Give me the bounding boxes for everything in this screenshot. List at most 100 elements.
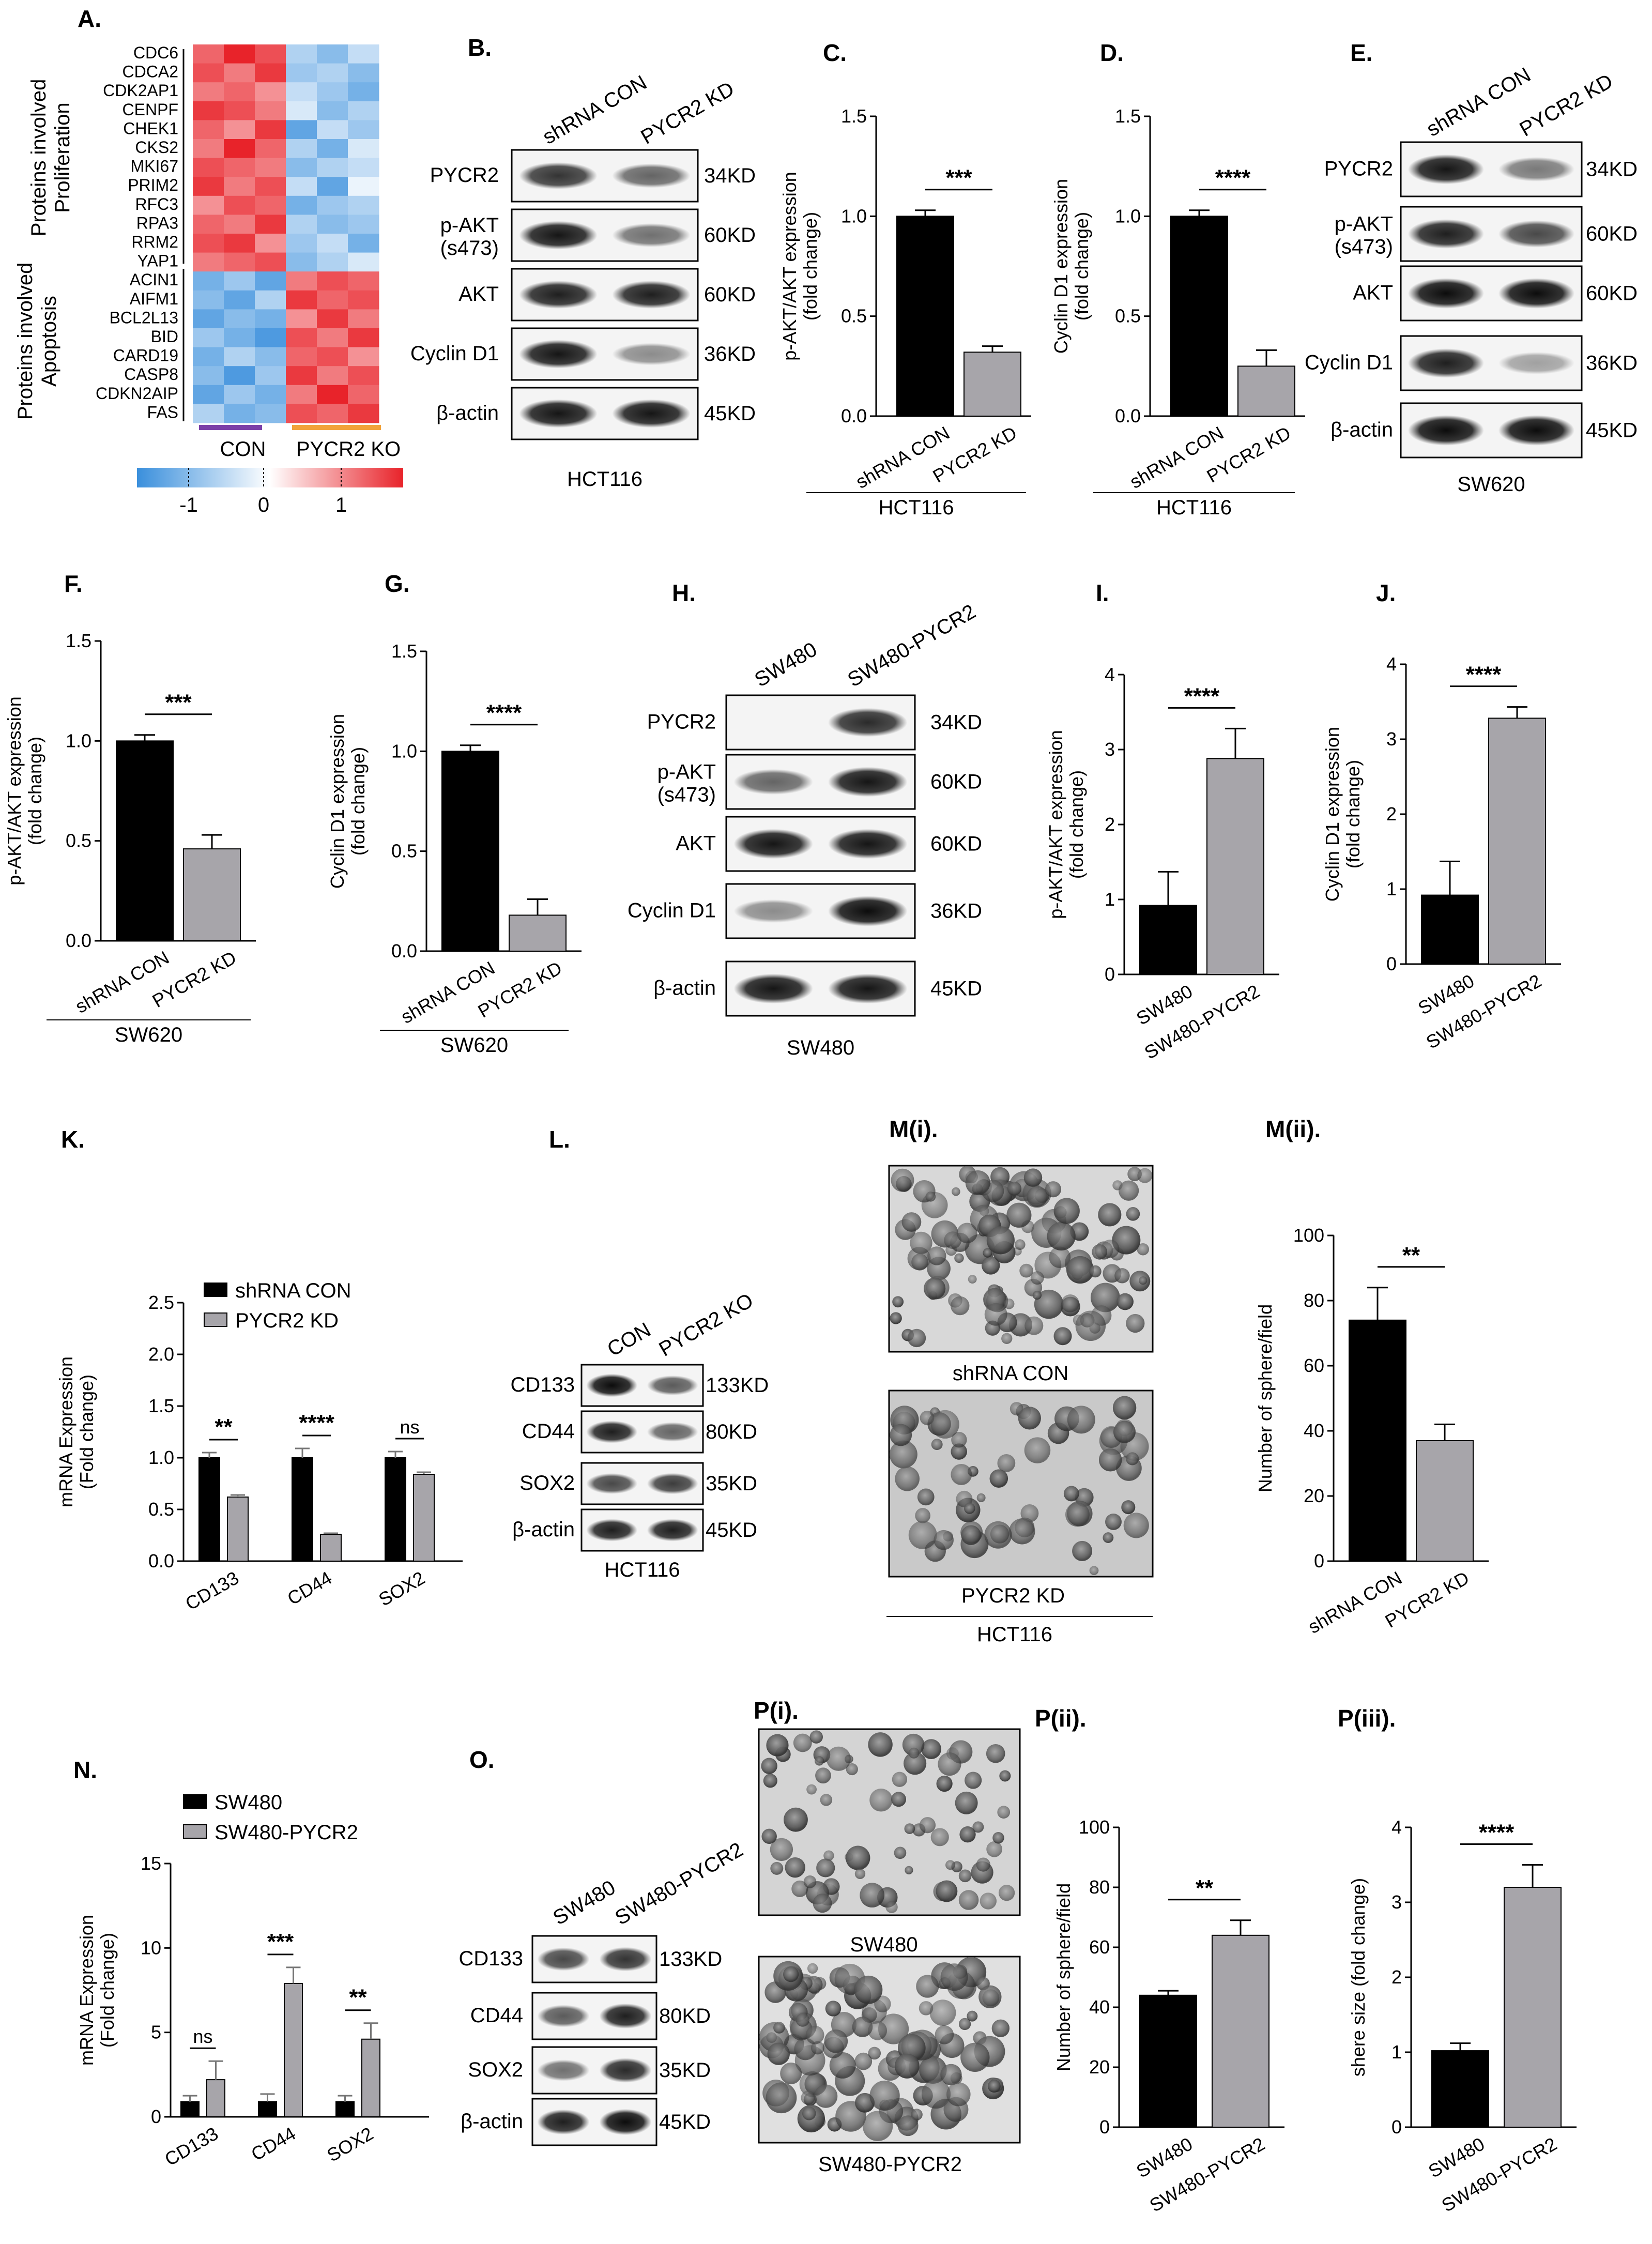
- y-tick-label: 0: [1105, 964, 1115, 985]
- bar: [227, 1497, 249, 1562]
- sphere: [984, 1303, 1007, 1326]
- heatmap-cell: [348, 195, 379, 215]
- heatmap-cell: [193, 82, 224, 102]
- sphere: [826, 1746, 851, 1771]
- sphere: [972, 1821, 984, 1833]
- panel-label-K: K.: [61, 1126, 85, 1153]
- blot-size-label: 60KD: [930, 771, 982, 793]
- heatmap-cell: [224, 234, 255, 253]
- gene-label: RRM2: [131, 233, 178, 251]
- blot-band: [612, 399, 691, 428]
- x-category-label: SW480-PYCR2: [1422, 970, 1545, 1053]
- sphere: [958, 1869, 972, 1883]
- sphere: [1116, 1293, 1134, 1310]
- blot-row-label: β-actin: [436, 402, 499, 424]
- y-tick-label: 0: [151, 2106, 161, 2127]
- sphere: [955, 1791, 978, 1814]
- heatmap-cell: [348, 328, 379, 348]
- gene-label: CASP8: [124, 365, 178, 384]
- heatmap-cell: [224, 177, 255, 196]
- heatmap-cell: [317, 63, 348, 83]
- heatmap-cell: [224, 120, 255, 140]
- heatmap-cell: [224, 215, 255, 234]
- y-tick-label: 4: [1391, 1816, 1402, 1838]
- y-tick-label: 3: [1386, 728, 1397, 750]
- heatmap-cell: [348, 120, 379, 140]
- sphere: [961, 1525, 981, 1545]
- heatmap-cell: [317, 309, 348, 329]
- sphere: [1063, 1486, 1079, 1502]
- blot-row-label: AKT: [676, 832, 716, 855]
- heatmap-cell: [348, 252, 379, 272]
- sphere: [1126, 1452, 1139, 1466]
- sphere: [901, 1212, 922, 1232]
- blot-size-label: 36KD: [1586, 352, 1638, 375]
- blot-size-label: 35KD: [706, 1472, 757, 1495]
- x-category-label: CD133: [161, 2123, 222, 2170]
- legend-swatch: [183, 1824, 207, 1839]
- sphere: [921, 2079, 951, 2109]
- y-tick-label: 20: [1089, 2056, 1110, 2078]
- panel-label-N: N.: [73, 1757, 97, 1783]
- blot-band: [1498, 415, 1574, 446]
- blot-band: [599, 2003, 652, 2029]
- microscopy-SW480: [758, 1728, 1021, 1916]
- sphere: [989, 1469, 1008, 1488]
- sphere: [1098, 1203, 1122, 1227]
- sphere: [1061, 1294, 1079, 1312]
- sphere: [1049, 1246, 1071, 1269]
- group-label: SW620: [115, 1024, 182, 1046]
- blot-row-label: β-actin: [512, 1518, 575, 1541]
- blot-size-label: 34KD: [704, 164, 756, 187]
- sphere: [919, 2056, 947, 2084]
- sphere: [854, 1868, 866, 1880]
- blot-band: [733, 973, 813, 1004]
- gene-label: ACIN1: [130, 270, 178, 289]
- sphere: [980, 1892, 997, 1910]
- y-axis-label: Number of sphere/field: [1255, 1304, 1276, 1492]
- y-axis-label: p-AKT/AKT expression(fold change): [4, 696, 45, 885]
- y-tick-label: 1: [1105, 889, 1115, 910]
- sphere: [894, 1846, 907, 1859]
- legend-label: PYCR2 KD: [235, 1309, 339, 1332]
- gene-label: YAP1: [137, 252, 178, 270]
- heatmap-cell: [317, 252, 348, 272]
- heatmap-cell: [255, 215, 286, 234]
- sphere: [854, 1975, 883, 2004]
- heatmap-cell: [348, 139, 379, 159]
- sphere: [1103, 1532, 1114, 1543]
- heatmap-cell: [193, 385, 224, 404]
- apoptosis-group-label: Proteins involvedApoptosis: [14, 263, 60, 420]
- blot-band: [733, 769, 813, 795]
- sphere: [852, 2017, 873, 2037]
- bar: [1237, 365, 1295, 417]
- y-axis-label: Cyclin D1 expression(fold change): [1050, 179, 1092, 354]
- blot-band: [519, 281, 598, 309]
- heatmap-cell: [317, 290, 348, 310]
- heatmap-cell: [224, 195, 255, 215]
- sphere: [986, 1226, 1015, 1255]
- heatmap-cell: [286, 328, 317, 348]
- sphere: [1018, 1407, 1041, 1430]
- sphere: [934, 1530, 954, 1550]
- y-tick-label: 1.5: [391, 640, 417, 662]
- sphere: [936, 1775, 953, 1792]
- sphere: [846, 1845, 870, 1870]
- legend-label: SW480-PYCR2: [215, 1821, 358, 1844]
- blot-band: [612, 343, 691, 365]
- legend-label: shRNA CON: [235, 1279, 351, 1302]
- sphere: [998, 1884, 1015, 1901]
- blot-band: [519, 221, 598, 250]
- sphere: [931, 1439, 943, 1451]
- blot-band: [647, 1519, 698, 1541]
- sphere: [895, 1466, 920, 1491]
- sphere: [927, 1246, 946, 1265]
- blot-band: [1498, 157, 1574, 182]
- panel-label-O: O.: [469, 1746, 495, 1773]
- heatmap-cell: [193, 328, 224, 348]
- significance-label: **: [1402, 1243, 1420, 1268]
- panel-label-I: I.: [1096, 579, 1109, 606]
- blot-row-label: PYCR2: [1324, 158, 1393, 180]
- sphere: [1034, 1289, 1064, 1319]
